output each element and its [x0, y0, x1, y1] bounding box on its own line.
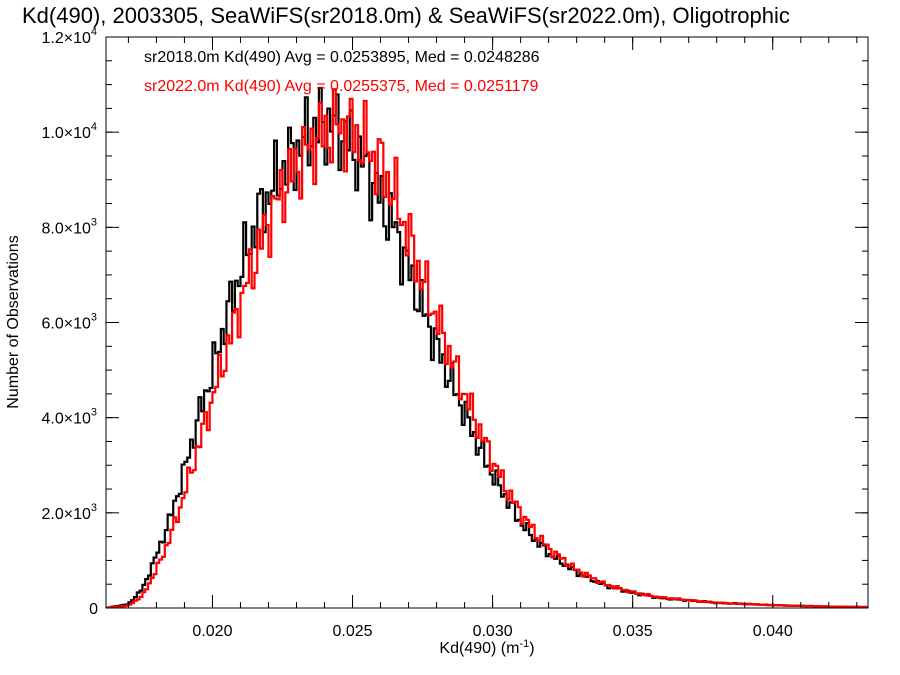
x-tick-label: 0.035 [613, 623, 653, 640]
x-tick-label: 0.030 [473, 623, 513, 640]
series-layer [106, 86, 868, 608]
y-axis-label: Number of Observations [5, 235, 22, 408]
y-tick-label: 1.0×104 [41, 121, 97, 142]
series-sr2018-histogram [106, 86, 868, 608]
chart-title: Kd(490), 2003305, SeaWiFS(sr2018.0m) & S… [22, 3, 790, 28]
axes-layer: 0.020 0.025 0.030 0.035 0.040 0 2.0×103 4.0×103… [41, 26, 868, 640]
series-sr2022-histogram [106, 88, 868, 608]
plot-frame [105, 36, 869, 609]
x-axis-label: Kd(490) (m-1) [439, 638, 534, 657]
x-axis-label-close: ) [529, 640, 534, 657]
legend-entry-sr2018: sr2018.0m Kd(490) Avg = 0.0253895, Med =… [144, 49, 540, 66]
y-tick-label: 1.2×104 [41, 26, 97, 47]
y-tick-label: 6.0×103 [41, 312, 97, 333]
y-tick-label: 0 [89, 601, 98, 618]
y-tick-label: 4.0×103 [41, 407, 97, 428]
y-tick-label: 2.0×103 [41, 502, 97, 523]
x-axis-label-exponent: -1 [519, 638, 529, 650]
x-tick-label: 0.020 [192, 623, 232, 640]
legend-entry-sr2022: sr2022.0m Kd(490) Avg = 0.0255375, Med =… [144, 78, 538, 95]
x-tick-label: 0.040 [753, 623, 793, 640]
x-tick-label: 0.025 [333, 623, 373, 640]
x-axis-label-text: Kd(490) (m [439, 640, 519, 657]
y-tick-label: 8.0×103 [41, 216, 97, 237]
